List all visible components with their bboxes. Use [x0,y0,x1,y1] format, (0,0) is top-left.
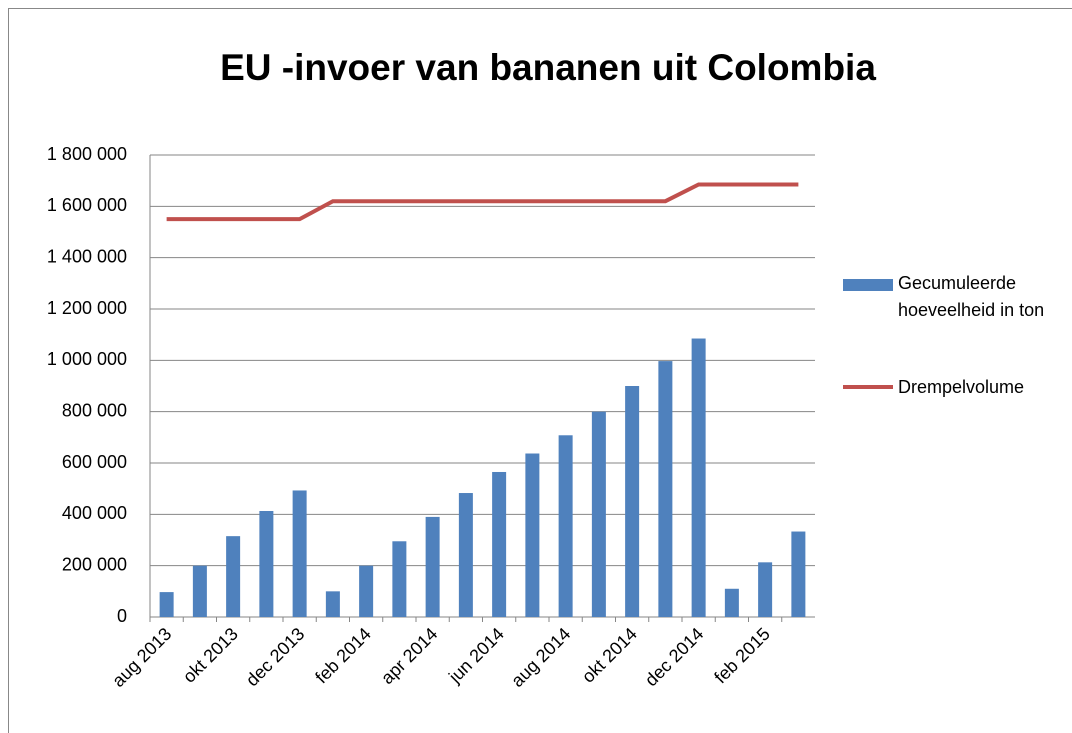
x-tick-label: dec 2013 [242,624,309,691]
bar [691,338,706,617]
bar [159,592,174,617]
bar [425,516,440,617]
y-tick-label: 1 600 000 [47,195,127,215]
x-tick-label: feb 2014 [311,624,375,688]
x-tick-label: aug 2013 [108,624,175,691]
bar [392,541,407,617]
legend-swatch [843,385,893,389]
bar [259,510,274,617]
bar [226,536,241,617]
legend-label: Drempelvolume [898,377,1025,397]
bar [192,565,207,617]
bar [758,562,773,617]
bar [359,565,374,617]
y-tick-label: 200 000 [62,554,127,574]
bar [625,386,640,617]
chart-border [8,8,1072,733]
x-tick-label: apr 2014 [377,624,441,688]
y-tick-label: 1 200 000 [47,298,127,318]
x-tick-label: jun 2014 [444,624,508,688]
y-tick-label: 400 000 [62,503,127,523]
legend-swatch [843,279,893,291]
bar [458,493,473,617]
x-tick-label: okt 2014 [578,624,641,687]
line [166,182,799,222]
x-tick-label: feb 2015 [710,624,774,688]
legend-label: Gecumuleerde hoeveelheid in ton [898,273,1045,320]
bar [325,591,340,617]
x-tick-label: dec 2014 [641,624,708,691]
bar [558,435,573,617]
y-tick-label: 0 [117,606,127,626]
bar [591,411,606,617]
bar [724,588,739,617]
bar [292,490,307,617]
y-tick-label: 600 000 [62,452,127,472]
x-tick-label: okt 2013 [179,624,242,687]
x-tick-label: aug 2014 [507,624,574,691]
bar [791,531,806,617]
y-tick-label: 1 400 000 [47,246,127,266]
bar [658,361,673,617]
y-tick-label: 1 800 000 [47,144,127,164]
y-tick-label: 1 000 000 [47,349,127,369]
bar [525,453,540,617]
chart-title: EU -invoer van bananen uit Colombia [220,47,876,88]
bar [492,471,507,617]
y-tick-label: 800 000 [62,400,127,420]
